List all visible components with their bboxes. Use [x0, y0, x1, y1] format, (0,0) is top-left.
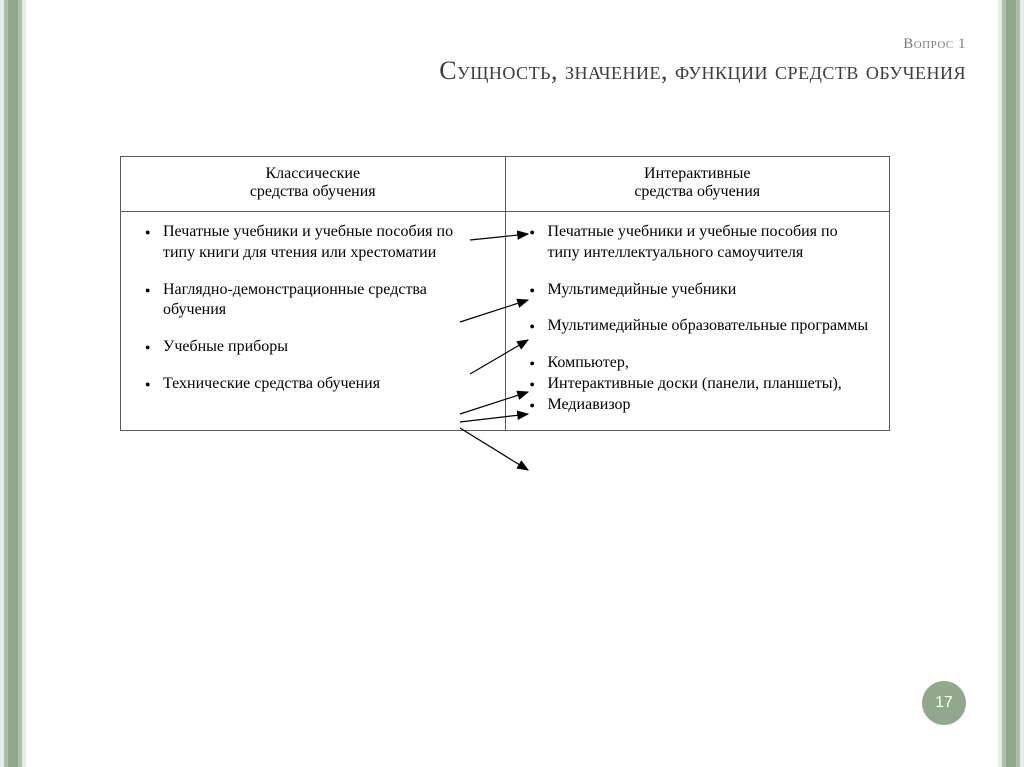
table-body-row: Печатные учебники и учебные пособия по т…	[121, 212, 890, 431]
classic-list: Печатные учебники и учебные пособия по т…	[149, 222, 489, 264]
list-item: Интерактивные доски (панели, планшеты),	[534, 374, 874, 395]
slide-overline: Вопрос 1	[903, 36, 966, 53]
page-number-badge: 17	[922, 681, 966, 725]
right-border-mid2	[1002, 0, 1006, 767]
list-item: Медиавизор	[534, 395, 874, 416]
col-header-interactive: Интерактивные средства обучения	[505, 157, 890, 212]
list-item: Печатные учебники и учебные пособия по т…	[149, 222, 489, 264]
list-item: Печатные учебники и учебные пособия по т…	[534, 222, 874, 264]
comparison-table: Классические средства обучения Интеракти…	[120, 156, 890, 431]
interactive-list: Печатные учебники и учебные пособия по т…	[534, 222, 874, 264]
col-header-classic-l1: Классические	[265, 165, 360, 182]
left-border-inner	[8, 0, 18, 767]
col-header-interactive-l2: средства обучения	[634, 183, 760, 200]
list-item: Компьютер,	[534, 353, 874, 374]
col-header-classic: Классические средства обучения	[121, 157, 506, 212]
list-item: Технические средства обучения	[149, 374, 489, 395]
slide-content: Вопрос 1 Сущность, значение, функции сре…	[34, 0, 990, 767]
left-border-outer2	[22, 0, 26, 767]
page-number: 17	[935, 694, 953, 712]
right-border-outer2	[998, 0, 1002, 767]
right-border-outer	[1020, 0, 1024, 767]
list-item: Мультимедийные учебники	[534, 280, 874, 301]
list-item: Учебные приборы	[149, 337, 489, 358]
col-header-classic-l2: средства обучения	[250, 183, 376, 200]
comparison-table-wrap: Классические средства обучения Интеракти…	[120, 156, 890, 431]
slide-title: Сущность, значение, функции средств обуч…	[58, 56, 966, 86]
cell-interactive: Печатные учебники и учебные пособия по т…	[505, 212, 890, 431]
right-border-mid	[1016, 0, 1020, 767]
table-header-row: Классические средства обучения Интеракти…	[121, 157, 890, 212]
cell-classic: Печатные учебники и учебные пособия по т…	[121, 212, 506, 431]
right-border-inner	[1006, 0, 1016, 767]
list-item: Наглядно-демонстрационные средства обуче…	[149, 280, 489, 322]
list-item: Мультимедийные образовательные программы	[534, 316, 874, 337]
col-header-interactive-l1: Интерактивные	[644, 165, 750, 182]
